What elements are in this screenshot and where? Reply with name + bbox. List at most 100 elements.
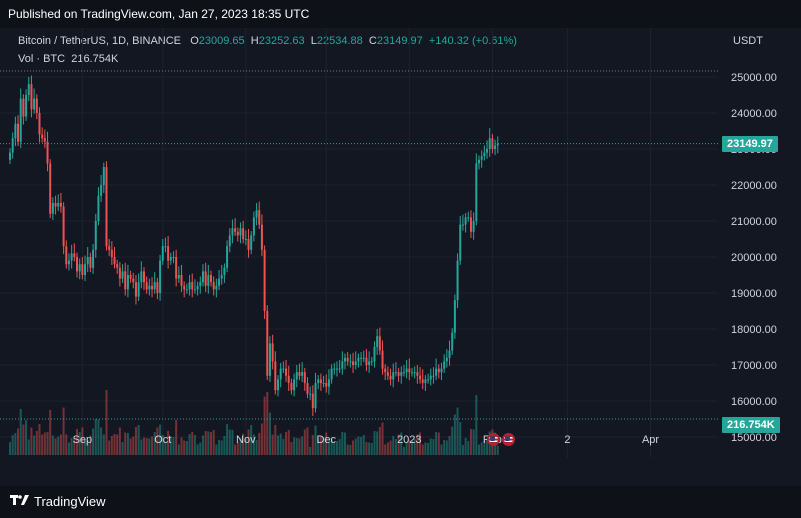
candle-body <box>437 368 440 373</box>
brand-name[interactable]: TradingView <box>34 494 106 509</box>
y-tick-label: 16000.00 <box>731 396 777 408</box>
volume-label: Vol · BTC <box>18 53 66 65</box>
candle-body <box>293 379 296 391</box>
volume-bar <box>416 434 419 455</box>
candle-body <box>183 285 186 290</box>
candle-body <box>129 275 132 279</box>
candle-body <box>255 210 258 218</box>
candle-body <box>400 372 403 376</box>
volume-bar <box>145 438 148 455</box>
candle-body <box>145 282 148 290</box>
volume-bar <box>81 427 84 455</box>
volume-bar <box>92 428 95 455</box>
volume-bar <box>231 430 234 455</box>
open-value: 23009.65 <box>198 35 245 47</box>
volume-bar <box>164 443 167 455</box>
volume-bar <box>223 436 226 455</box>
candle-body <box>30 84 33 110</box>
volume-bar <box>322 437 325 455</box>
candle-body <box>38 113 41 135</box>
volume-bar <box>38 424 41 455</box>
low-value: 22534.88 <box>316 35 363 47</box>
volume-bar <box>255 440 258 455</box>
candle-body <box>453 300 456 333</box>
candle-body <box>295 372 298 380</box>
candle-body <box>33 98 36 110</box>
us-flag-icon[interactable] <box>487 433 500 446</box>
candle-body <box>360 357 363 359</box>
volume-bar <box>250 425 253 455</box>
volume-bar <box>467 441 470 455</box>
candle-body <box>218 278 221 286</box>
y-tick-label: 24000.00 <box>731 108 777 120</box>
volume-bar <box>65 434 68 455</box>
volume-bar <box>59 434 62 455</box>
volume-bar <box>285 432 288 455</box>
candle-body <box>46 141 49 164</box>
candle-body <box>478 159 480 164</box>
candle-body <box>443 361 446 369</box>
candle-body <box>19 98 22 142</box>
volume-bar <box>258 433 261 455</box>
publish-info: Published on TradingView.com, Jan 27, 20… <box>8 7 310 21</box>
volume-bar <box>486 438 489 455</box>
volume-bar <box>287 430 290 455</box>
candle-body <box>341 361 344 369</box>
volume-bar <box>352 440 355 455</box>
candle-body <box>354 361 357 365</box>
candle-body <box>432 375 435 377</box>
candle-body <box>376 336 379 347</box>
volume-bar <box>124 432 127 455</box>
candle-body <box>445 357 448 362</box>
candle-body <box>49 163 52 214</box>
candle-body <box>239 228 242 236</box>
volume-bar <box>443 440 446 455</box>
candle-body <box>118 267 121 279</box>
volume-bar <box>376 431 379 455</box>
y-tick-label: 20000.00 <box>731 252 777 264</box>
candle-body <box>81 264 84 275</box>
volume-bar <box>483 440 486 455</box>
volume-bar <box>30 427 33 455</box>
candle-body <box>480 156 483 160</box>
volume-bar <box>212 430 215 455</box>
volume-bar <box>282 439 285 455</box>
volume-bar <box>293 437 296 455</box>
volume-bar <box>239 438 242 455</box>
candle-body <box>207 275 210 286</box>
candle-body <box>210 275 212 283</box>
candle-body <box>191 282 194 290</box>
y-tick-label: 25000.00 <box>731 72 777 84</box>
volume-bar <box>419 432 422 455</box>
volume-bar <box>121 442 124 455</box>
us-flag-icon[interactable] <box>502 433 515 446</box>
volume-bar <box>73 438 76 455</box>
x-tick-label: Dec <box>316 434 336 446</box>
tradingview-logo-icon[interactable] <box>10 493 30 507</box>
volume-bar <box>389 440 392 455</box>
symbol-title[interactable]: Bitcoin / TetherUS, 1D, BINANCE <box>18 35 182 47</box>
candle-body <box>319 379 322 383</box>
candle-body <box>306 383 309 394</box>
candle-body <box>177 275 180 279</box>
candle-body <box>362 357 365 359</box>
volume-bar <box>252 434 255 455</box>
volume-bar <box>76 429 78 455</box>
volume-bar <box>349 445 352 455</box>
candle-body <box>496 143 499 146</box>
candle-body <box>317 379 320 383</box>
candle-body <box>156 282 159 293</box>
candle-body <box>416 372 419 376</box>
candle-body <box>252 217 255 236</box>
volume-bar <box>432 439 435 455</box>
volume-bar <box>180 437 183 455</box>
candle-body <box>62 206 65 247</box>
candle-body <box>461 224 464 226</box>
candle-body <box>78 264 81 272</box>
candle-body <box>440 368 443 373</box>
axis-unit[interactable]: USDT <box>733 35 763 47</box>
price-chart[interactable]: 15000.00 16000.00 17000.00 18000.00 19000.00… <box>0 28 801 486</box>
candle-body <box>244 239 247 240</box>
last-volume-tag: 216.754K <box>722 417 780 433</box>
y-tick-label: 21000.00 <box>731 216 777 228</box>
